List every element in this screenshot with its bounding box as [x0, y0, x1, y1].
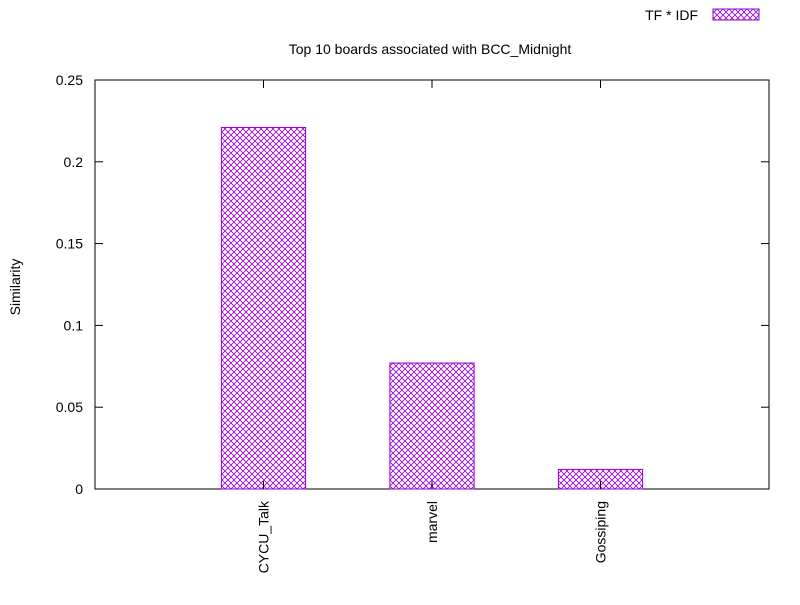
- bar-cycu-talk: [220, 126, 307, 490]
- legend: TF * IDF: [645, 7, 760, 23]
- chart-title: Top 10 boards associated with BCC_Midnig…: [289, 41, 572, 57]
- y-tick-label: 0.2: [64, 154, 84, 170]
- y-tick-label: 0.25: [56, 72, 83, 88]
- legend-label: TF * IDF: [645, 7, 698, 23]
- x-tick-label: marvel: [424, 501, 440, 543]
- y-tick-label: 0: [75, 481, 83, 497]
- x-tick-label: Gossiping: [593, 501, 609, 563]
- y-tick-label: 0.1: [64, 317, 84, 333]
- x-tick-label: CYCU_Talk: [256, 500, 272, 573]
- y-tick-label: 0.15: [56, 236, 83, 252]
- plot-area: 0 0.05 0.1 0.15 0.2 0.25 CYCU_Talk marvel Gossip…: [56, 72, 770, 573]
- y-axis-label: Similarity: [7, 259, 23, 316]
- bar-marvel: [389, 362, 475, 490]
- legend-swatch: [712, 8, 760, 21]
- y-tick-label: 0.05: [56, 399, 83, 415]
